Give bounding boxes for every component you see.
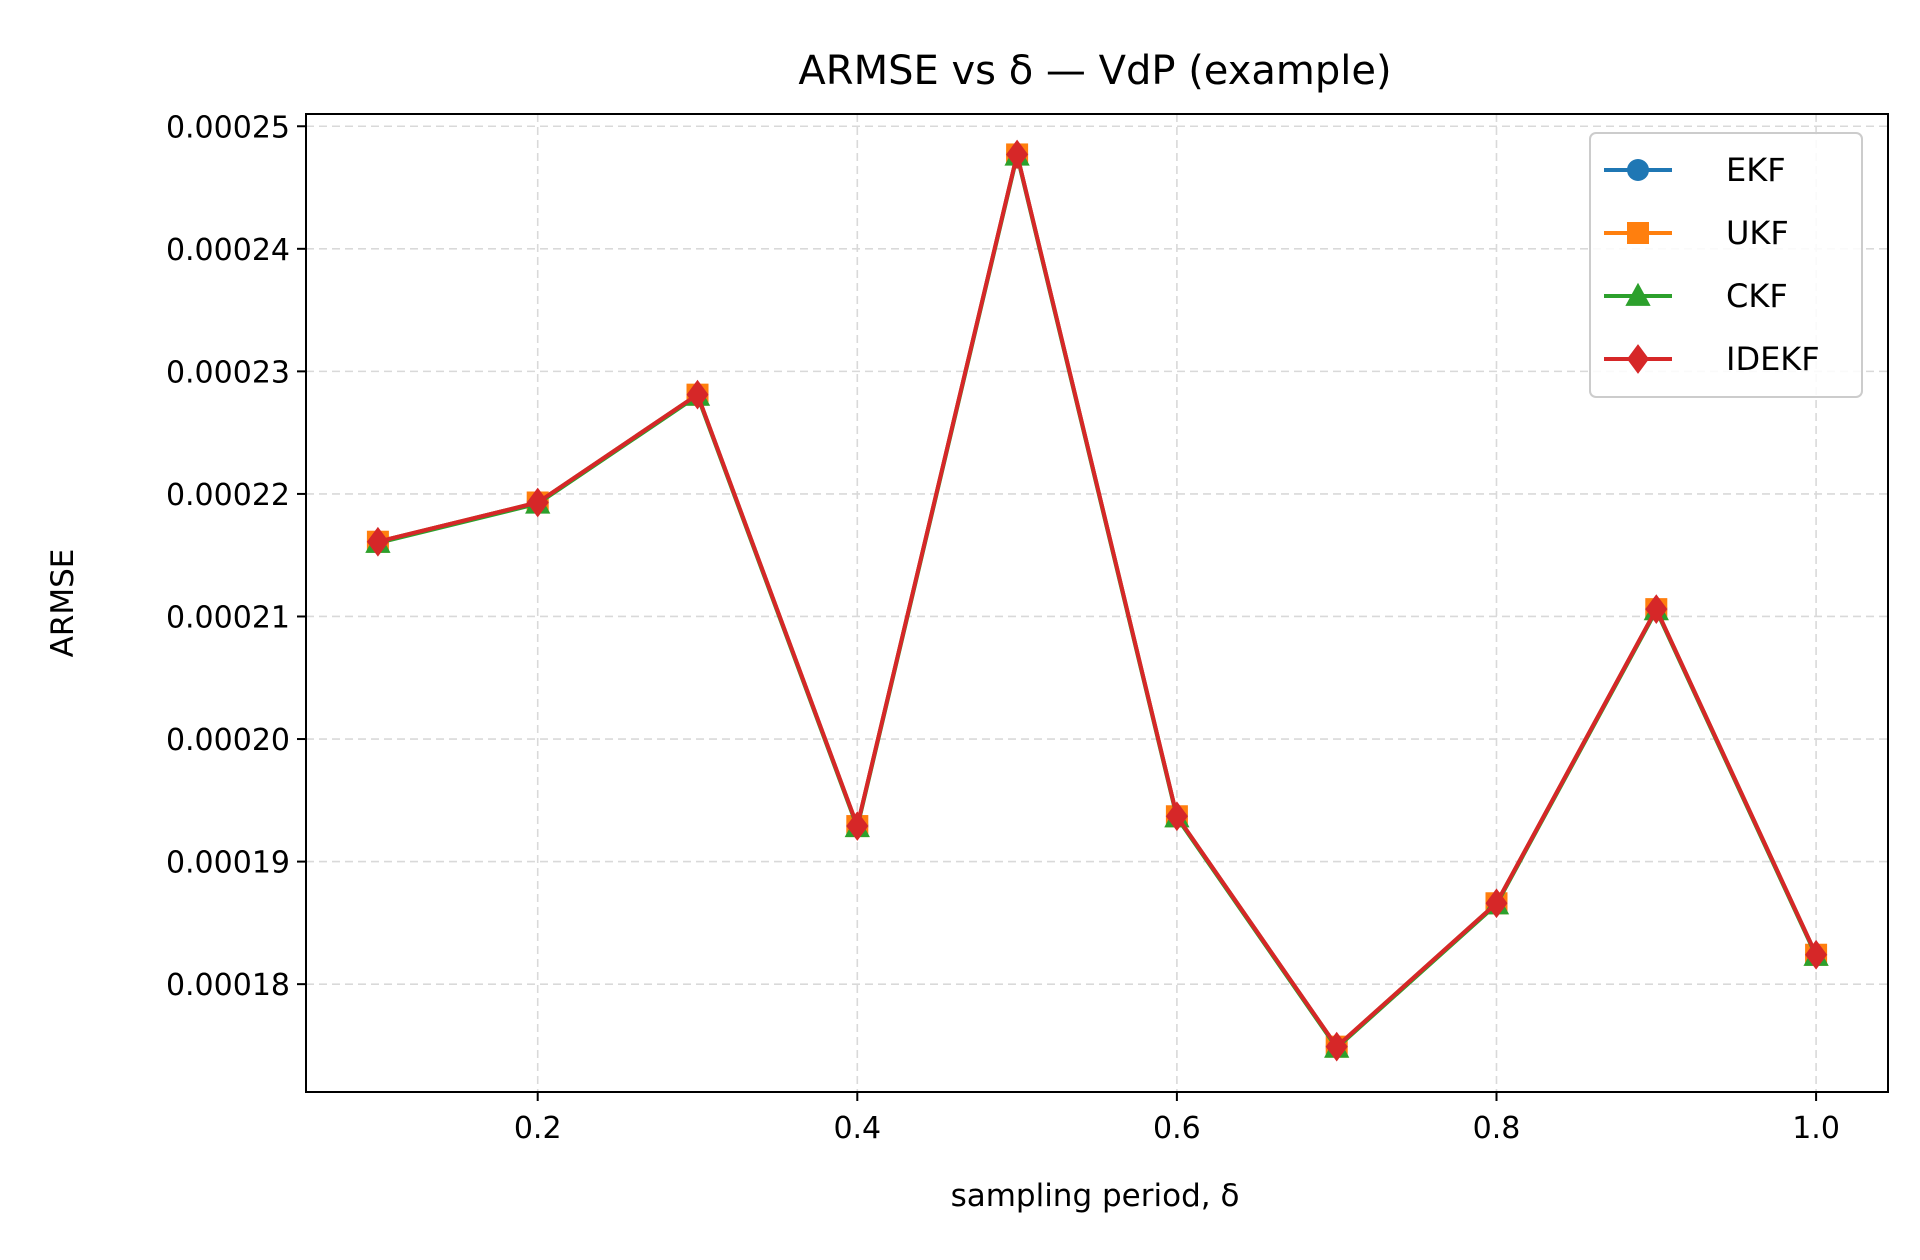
x-axis-label: sampling period, δ — [951, 1178, 1240, 1214]
legend-box — [1589, 132, 1863, 398]
legend-marker-idekf — [1627, 344, 1649, 374]
legend-label-idekf: IDEKF — [1726, 340, 1820, 378]
data-point-idekf — [1645, 594, 1668, 624]
series-idekf — [366, 139, 1828, 1062]
data-point-idekf — [1006, 139, 1029, 170]
legend-label-ekf: EKF — [1726, 151, 1786, 189]
y-tick-label: 0.00019 — [166, 846, 290, 881]
data-point-idekf — [526, 487, 549, 518]
x-tick-label: 0.2 — [514, 1111, 562, 1146]
data-point-idekf — [1165, 801, 1188, 832]
x-tick-label: 0.4 — [833, 1111, 881, 1146]
series-line-idekf — [377, 152, 1818, 1049]
y-tick-label: 0.00025 — [166, 110, 290, 145]
series-lines — [365, 139, 1829, 1062]
legend-label-ckf: CKF — [1726, 277, 1788, 315]
y-tick-label: 0.00022 — [166, 478, 290, 513]
legend-marker-ckf — [1625, 282, 1651, 306]
y-tick-label: 0.00023 — [166, 355, 290, 390]
legend-item-ckf: CKF — [1604, 277, 1788, 315]
y-tick-label: 0.00020 — [166, 723, 290, 758]
chart-title: ARMSE vs δ — VdP (example) — [798, 48, 1391, 94]
legend-item-ekf: EKF — [1604, 151, 1786, 189]
legend-marker-ekf — [1627, 159, 1649, 181]
x-axis-ticks: 0.2 0.4 0.6 0.8 1.0 — [514, 1092, 1840, 1146]
legend-label-ukf: UKF — [1726, 214, 1789, 252]
legend: EKF UKF CKF IDEKF — [1589, 132, 1863, 398]
data-point-idekf — [686, 379, 709, 410]
data-point-idekf — [846, 811, 869, 841]
x-tick-label: 0.8 — [1473, 1111, 1521, 1146]
plot-frame — [305, 113, 1889, 1093]
x-tick-label: 0.6 — [1153, 1111, 1201, 1146]
legend-item-ukf: UKF — [1604, 214, 1789, 252]
data-point-idekf — [1485, 888, 1508, 919]
y-tick-label: 0.00024 — [166, 233, 290, 268]
data-point-idekf — [366, 526, 389, 557]
legend-item-idekf: IDEKF — [1604, 340, 1820, 378]
data-point-idekf — [1325, 1031, 1348, 1062]
y-axis-ticks: 0.00018 0.00019 0.00020 0.00021 0.00022 0.000… — [166, 110, 306, 1003]
y-tick-label: 0.00021 — [166, 600, 290, 635]
x-tick-label: 1.0 — [1792, 1111, 1840, 1146]
y-tick-label: 0.00018 — [166, 968, 290, 1003]
data-point-idekf — [1805, 939, 1828, 970]
legend-marker-ukf — [1627, 222, 1649, 244]
y-axis-label: ARMSE — [45, 549, 81, 658]
